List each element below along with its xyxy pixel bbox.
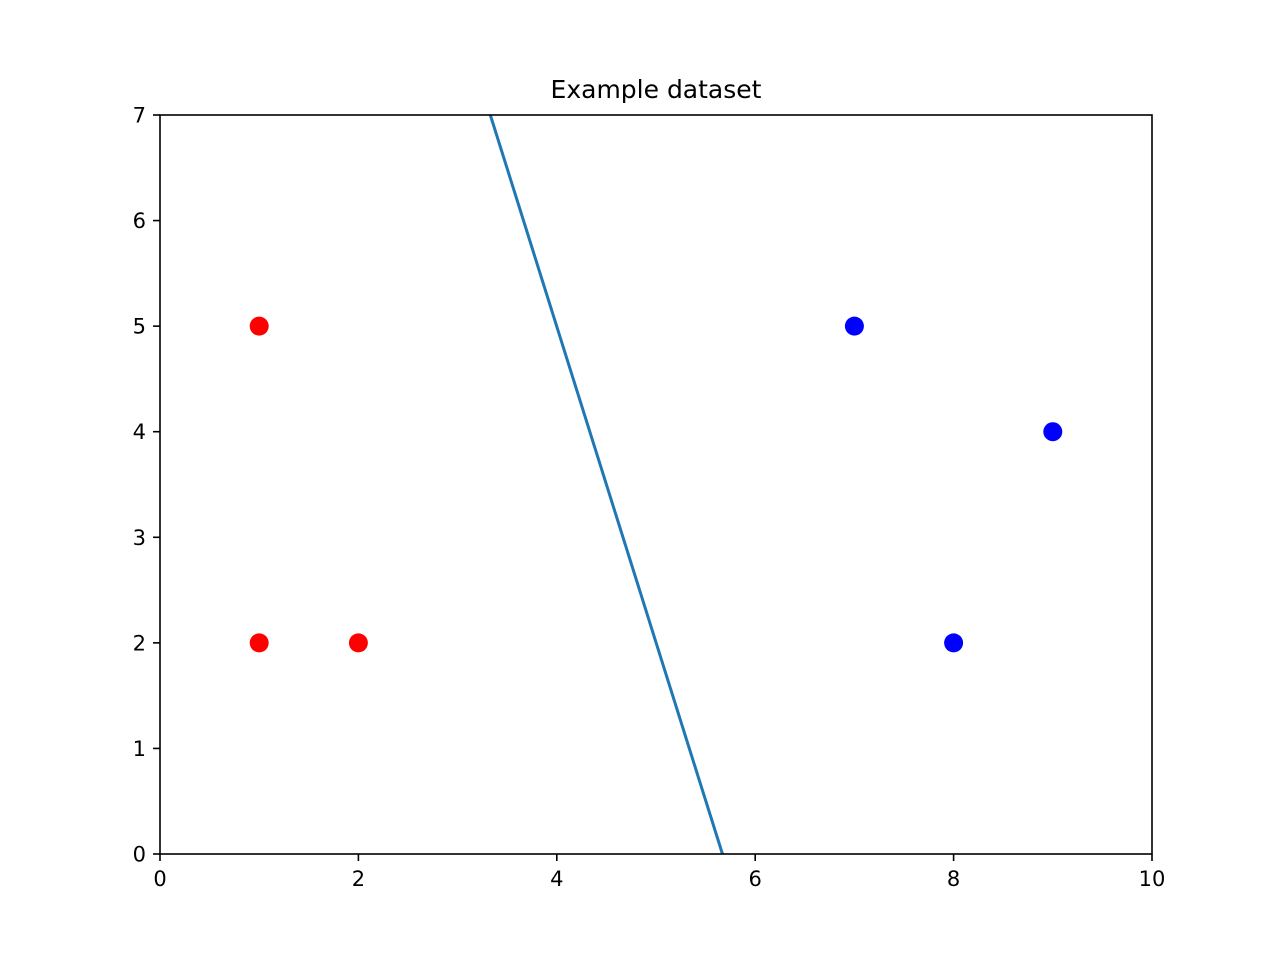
decision-boundary-line <box>488 115 724 854</box>
chart-title: Example dataset <box>551 75 762 104</box>
scatter-point-s0-2 <box>348 633 368 653</box>
y-tick-label-1: 1 <box>133 737 146 761</box>
scatter-point-s0-1 <box>249 633 269 653</box>
y-tick-label-0: 0 <box>133 843 146 867</box>
y-tick-label-4: 4 <box>133 420 146 444</box>
x-tick-label-1: 2 <box>352 867 365 891</box>
y-tick-label-6: 6 <box>133 209 146 233</box>
scatter-point-s1-1 <box>944 633 964 653</box>
axes: 0 2 4 6 8 10 0 1 2 3 4 5 6 7 <box>133 104 1166 892</box>
y-tick-label-5: 5 <box>133 315 146 339</box>
y-tick-label-3: 3 <box>133 526 146 550</box>
x-tick-label-4: 8 <box>947 867 960 891</box>
x-tick-label-5: 10 <box>1139 867 1166 891</box>
scatter-point-s1-0 <box>844 316 864 336</box>
scatter-point-s1-2 <box>1043 422 1063 442</box>
plot-area <box>249 115 1063 854</box>
scatter-point-s0-0 <box>249 316 269 336</box>
plot-content <box>249 115 1063 854</box>
plot-frame <box>159 114 1153 855</box>
x-tick-label-2: 4 <box>550 867 563 891</box>
y-tick-label-2: 2 <box>133 631 146 655</box>
x-tick-label-0: 0 <box>153 867 166 891</box>
x-tick-label-3: 6 <box>749 867 762 891</box>
y-tick-label-7: 7 <box>133 104 146 128</box>
